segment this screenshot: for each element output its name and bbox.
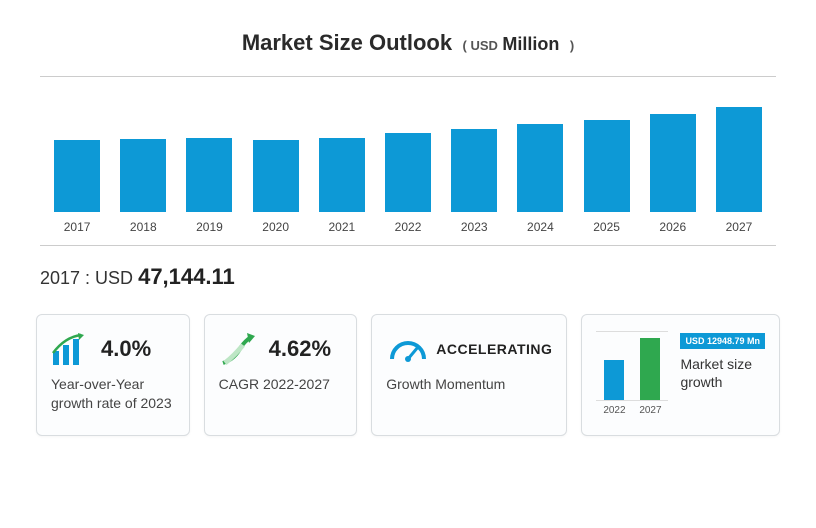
x-axis-label: 2021: [309, 220, 375, 234]
bar: [650, 114, 696, 212]
momentum-label: ACCELERATING: [436, 341, 552, 357]
bar-column: [44, 77, 110, 212]
cagr-sub: CAGR 2022-2027: [219, 375, 343, 394]
bar: [120, 139, 166, 212]
x-axis-label: 2026: [640, 220, 706, 234]
card-cagr: 4.62% CAGR 2022-2027: [204, 314, 358, 436]
growth-arrow-icon: [219, 331, 261, 367]
card-growth: 2022 2027 USD 12948.79 Mn Market size gr…: [581, 314, 780, 436]
cagr-metric: 4.62%: [269, 336, 331, 362]
bar-column: [441, 77, 507, 212]
bar: [584, 120, 630, 212]
bar-column: [110, 77, 176, 212]
bar: [451, 129, 497, 212]
bar-column: [706, 77, 772, 212]
x-axis-label: 2024: [507, 220, 573, 234]
bar: [385, 133, 431, 212]
chart-unit-big: Million: [502, 34, 559, 54]
bar: [319, 138, 365, 212]
callout-value: 47,144.11: [138, 264, 235, 289]
x-axis-label: 2022: [375, 220, 441, 234]
chart-unit-open: ( USD: [463, 38, 498, 53]
yoy-metric: 4.0%: [101, 336, 151, 362]
x-axis-label: 2025: [574, 220, 640, 234]
mini-bar-chart: 2022 2027: [596, 331, 668, 416]
growth-text: Market size growth: [680, 355, 765, 391]
chart-title: Market Size Outlook: [242, 30, 452, 55]
card-yoy: 4.0% Year-over-Year growth rate of 2023: [36, 314, 190, 436]
yoy-sub: Year-over-Year growth rate of 2023: [51, 375, 175, 413]
bar: [186, 138, 232, 212]
bar: [253, 140, 299, 212]
bar-column: [243, 77, 309, 212]
bar-column: [375, 77, 441, 212]
bar: [716, 107, 762, 212]
x-axis-label: 2023: [441, 220, 507, 234]
card-momentum: ACCELERATING Growth Momentum: [371, 314, 567, 436]
callout-prefix: 2017 : USD: [40, 268, 133, 288]
growth-badge-value: 12948.79 Mn: [707, 336, 760, 346]
bar-chart-x-axis: 2017201820192020202120222023202420252026…: [40, 212, 776, 234]
bar: [54, 140, 100, 212]
x-axis-label: 2018: [110, 220, 176, 234]
x-axis-label: 2020: [243, 220, 309, 234]
gauge-icon: [386, 331, 428, 367]
mini-bar: [604, 360, 624, 400]
bar-chart-bars: [40, 77, 776, 212]
momentum-sub: Growth Momentum: [386, 375, 552, 394]
x-axis-label: 2027: [706, 220, 772, 234]
x-axis-label: 2017: [44, 220, 110, 234]
bar: [517, 124, 563, 212]
metric-cards-row: 4.0% Year-over-Year growth rate of 2023 …: [30, 314, 786, 436]
growth-badge: USD 12948.79 Mn: [680, 333, 765, 349]
growth-badge-prefix: USD: [685, 336, 704, 346]
mini-bar: [640, 338, 660, 400]
bar-column: [640, 77, 706, 212]
chart-unit-close: ): [570, 38, 574, 53]
bar-trend-icon: [51, 331, 93, 367]
mini-x-label: 2022: [603, 405, 625, 416]
mini-x-label: 2027: [639, 405, 661, 416]
chart-title-row: Market Size Outlook ( USD Million ): [30, 30, 786, 56]
bar-chart: 2017201820192020202120222023202420252026…: [40, 76, 776, 246]
highlight-callout: 2017 : USD 47,144.11: [40, 264, 786, 290]
bar-column: [574, 77, 640, 212]
bar-column: [176, 77, 242, 212]
x-axis-label: 2019: [176, 220, 242, 234]
bar-column: [507, 77, 573, 212]
bar-column: [309, 77, 375, 212]
